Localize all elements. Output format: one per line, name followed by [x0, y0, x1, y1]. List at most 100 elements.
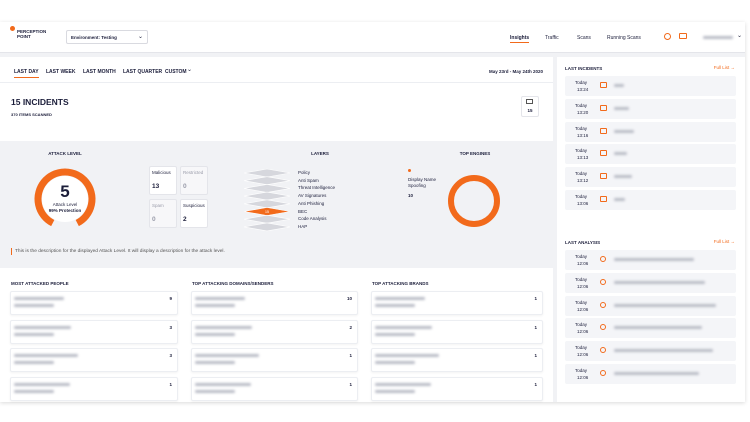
sidebar-item[interactable]	[565, 76, 736, 96]
analysis-icon	[600, 278, 606, 285]
list-card[interactable]	[191, 319, 358, 344]
blurred-text	[195, 325, 252, 329]
item-day: Today	[575, 299, 588, 305]
gauge-protection: 99% Protection	[48, 208, 82, 213]
count-box[interactable]	[149, 166, 177, 195]
nav-link[interactable]: Scans	[577, 35, 591, 41]
incident-icon	[600, 104, 607, 111]
chat-icon[interactable]	[679, 33, 687, 39]
list-count: 1	[349, 381, 352, 387]
list-count: 2	[349, 324, 352, 330]
filter-tab[interactable]: LAST MONTH	[83, 69, 116, 75]
count-value: 2	[183, 216, 187, 223]
item-day: Today	[575, 80, 588, 85]
item-time: 12:06	[577, 375, 589, 380]
list-card[interactable]	[191, 348, 358, 372]
list-card[interactable]	[10, 376, 178, 401]
filter-tab[interactable]: CUSTOM	[165, 69, 187, 75]
sidebar-item[interactable]	[565, 121, 736, 142]
item-time: 13:06	[577, 201, 589, 206]
list-title: TOP ATTACKING DOMAINS/SENDERS	[192, 281, 274, 286]
item-time: 12:06	[577, 306, 589, 312]
blurred-text	[614, 258, 694, 261]
item-day: Today	[575, 148, 588, 154]
layer-label: Threat Intelligence	[298, 185, 336, 191]
item-day: Today	[575, 276, 588, 282]
list-count: 3	[169, 324, 172, 330]
filter-tab[interactable]: LAST DAY	[14, 69, 39, 78]
sidebar-item[interactable]	[565, 98, 736, 119]
blurred-text	[195, 389, 235, 393]
item-time: 12:06	[577, 329, 589, 335]
count-box[interactable]	[180, 166, 208, 195]
list-card[interactable]	[10, 291, 178, 315]
blurred-text	[14, 325, 71, 329]
count-box[interactable]	[149, 199, 177, 228]
count-box[interactable]	[180, 199, 208, 228]
blurred-text	[614, 175, 632, 179]
list-card[interactable]	[371, 348, 543, 372]
count-value: 0	[152, 216, 156, 223]
list-count: 1	[169, 381, 172, 387]
list-card[interactable]	[191, 376, 358, 401]
full-list-link[interactable]: Full List →	[713, 65, 735, 70]
full-list-link[interactable]: Full List →	[713, 239, 735, 244]
engine-dot	[408, 169, 411, 172]
user-chevron[interactable]: ⌄	[737, 33, 743, 39]
list-card[interactable]	[371, 376, 543, 401]
blurred-text	[614, 349, 713, 353]
list-card[interactable]	[191, 291, 358, 315]
layer-label: AV Signatures	[298, 193, 327, 199]
item-time: 13:16	[577, 132, 589, 138]
list-count: 3	[169, 353, 172, 358]
sidebar-title: LAST INCIDENTS	[565, 66, 603, 71]
custom-chevron[interactable]: ⌄	[187, 67, 193, 73]
sidebar-item[interactable]	[565, 144, 736, 165]
analysis-icon	[600, 370, 606, 376]
blurred-text	[614, 152, 627, 156]
header-bar	[0, 22, 745, 53]
blurred-text	[195, 354, 259, 357]
filter-tab[interactable]: LAST WEEK	[46, 69, 76, 75]
analysis-icon	[600, 347, 606, 354]
list-count: 1	[534, 296, 537, 301]
item-time: 12:06	[577, 261, 589, 266]
list-card[interactable]	[371, 319, 543, 344]
mail-icon	[526, 99, 533, 104]
environment-dropdown[interactable]: Environment: Testing	[66, 30, 148, 44]
layer-label: BEC	[298, 208, 308, 214]
blurred-text	[614, 84, 624, 87]
blurred-text	[375, 354, 439, 357]
list-count: 1	[534, 324, 537, 330]
blurred-text	[614, 280, 705, 284]
incident-icon	[600, 82, 607, 88]
nav-link[interactable]: Insights	[510, 35, 530, 43]
filter-tab[interactable]: LAST QUARTER	[123, 69, 163, 75]
item-day: Today	[575, 102, 588, 108]
list-card[interactable]	[371, 291, 543, 315]
list-card[interactable]	[10, 319, 178, 344]
list-count: 1	[534, 353, 537, 358]
list-count: 10	[346, 296, 352, 301]
sidebar-item[interactable]	[565, 167, 736, 188]
nav-link[interactable]: Running Scans	[607, 35, 641, 41]
items-scanned: 370 ITEMS SCANNED	[11, 112, 52, 117]
layer-label: HAP	[298, 223, 308, 229]
blurred-text	[14, 297, 64, 300]
blurred-text	[14, 332, 54, 336]
engine-value: 10	[408, 193, 414, 198]
count-value: 13	[152, 183, 160, 190]
list-card[interactable]	[10, 348, 178, 372]
logo-text: PERCEPTION POINT	[17, 29, 47, 39]
analysis-icon	[600, 301, 606, 308]
blurred-text	[14, 361, 54, 364]
nav-link[interactable]: Traffic	[545, 35, 559, 41]
sidebar-item[interactable]	[565, 190, 736, 210]
mail-box[interactable]	[521, 96, 539, 117]
item-time: 13:13	[577, 155, 589, 161]
blurred-text	[703, 36, 733, 39]
upload-icon[interactable]	[664, 33, 671, 40]
item-day: Today	[575, 368, 588, 373]
item-time: 12:06	[577, 283, 589, 289]
